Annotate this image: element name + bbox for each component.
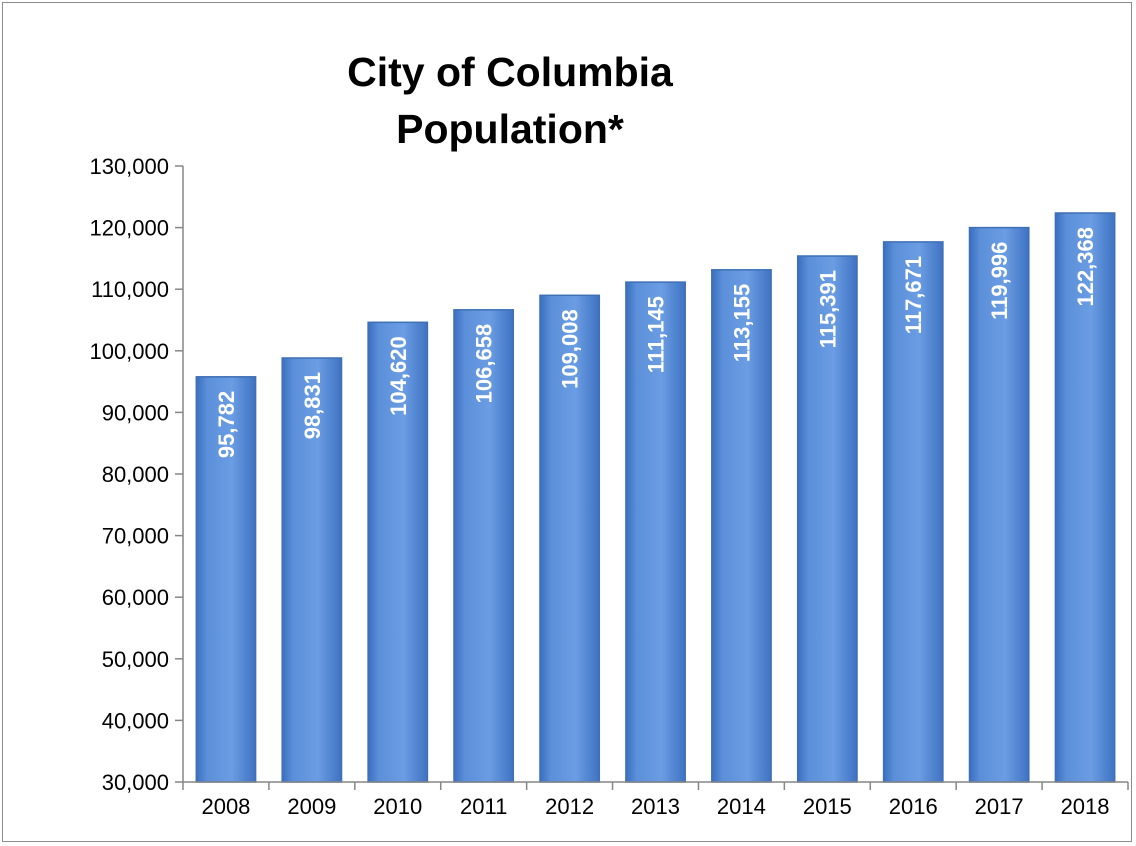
y-tick-label: 50,000 (102, 647, 169, 672)
x-tick-label: 2013 (631, 794, 680, 819)
data-label: 117,671 (901, 256, 926, 334)
x-tick-label: 2014 (717, 794, 766, 819)
data-label: 115,391 (815, 270, 840, 348)
bar-2015 (796, 255, 858, 783)
data-label: 106,658 (472, 324, 497, 404)
x-tick-label: 2017 (975, 794, 1024, 819)
x-tick-label: 2008 (201, 794, 250, 819)
y-tick-label: 40,000 (102, 708, 169, 733)
bar-2013 (625, 281, 686, 783)
x-tick-label: 2018 (1061, 794, 1110, 819)
y-tick-label: 110,000 (91, 277, 169, 302)
bar-2014 (711, 269, 772, 783)
bar-2009 (281, 357, 343, 783)
data-label: 111,145 (644, 296, 669, 373)
x-tick-label: 2016 (889, 794, 938, 819)
x-tick-label: 2015 (803, 794, 852, 819)
data-label: 113,155 (729, 284, 754, 362)
data-label: 122,368 (1073, 227, 1098, 307)
x-tick-label: 2010 (373, 794, 422, 819)
y-tick-label: 100,000 (89, 339, 169, 364)
y-tick-label: 80,000 (102, 462, 169, 487)
chart-title: City of Columbia Population* (347, 49, 673, 152)
data-label: 109,008 (558, 309, 583, 389)
y-tick-label: 120,000 (89, 216, 169, 241)
bar-2017 (968, 226, 1030, 783)
bars-group (195, 212, 1116, 783)
labels-group: 30,000 40,000 50,000 60,000 70,000 80,000 90,0… (89, 154, 1109, 819)
data-label: 98,831 (300, 372, 325, 439)
bar-2016 (882, 241, 944, 783)
bar-2008 (195, 376, 257, 783)
bar-2018 (1054, 212, 1116, 783)
data-label: 104,620 (386, 336, 411, 416)
x-tick-label: 2012 (545, 794, 594, 819)
x-tick-label: 2009 (287, 794, 336, 819)
y-tick-label: 130,000 (89, 154, 169, 179)
bar-2010 (367, 321, 429, 783)
x-tick-label: 2011 (460, 794, 507, 819)
y-tick-label: 60,000 (102, 585, 169, 610)
data-label: 95,782 (214, 391, 239, 458)
axes-group (175, 165, 1129, 790)
y-tick-label: 90,000 (102, 400, 169, 425)
y-tick-label: 70,000 (102, 524, 169, 549)
y-tick-label: 30,000 (102, 770, 169, 795)
data-label: 119,996 (987, 242, 1012, 320)
